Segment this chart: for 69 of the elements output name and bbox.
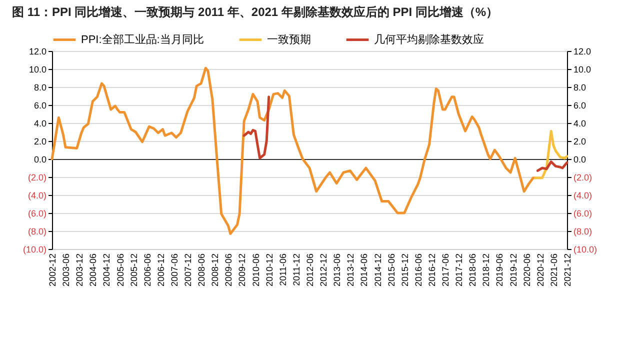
x-tick-label: 2016-06 — [413, 254, 424, 287]
x-tick-label: 2005-12 — [128, 254, 139, 287]
x-tick-label: 2017-12 — [454, 254, 464, 287]
x-tick-label: 2002-12 — [48, 254, 58, 287]
x-tick-label: 2006-06 — [142, 254, 152, 287]
y2-tick-label: (8.0) — [574, 226, 592, 236]
line-series — [50, 66, 537, 235]
x-tick-label: 2011-06 — [278, 254, 288, 286]
y2-tick-label: (6.0) — [574, 208, 592, 218]
y2-tick-label: (4.0) — [574, 190, 592, 200]
y-tick-label: 0.0 — [34, 154, 46, 164]
x-tick-label: 2005-06 — [115, 254, 126, 287]
legend-label: 几何平均剔除基数效应 — [374, 32, 484, 46]
x-tick-label: 2008-12 — [210, 254, 220, 287]
x-tick-label: 2015-06 — [386, 254, 396, 287]
y-tick-label: 2.0 — [34, 136, 46, 146]
x-tick-label: 2020-12 — [535, 254, 546, 287]
y-tick-label: 10.0 — [28, 64, 46, 74]
x-tick-label: 2009-12 — [237, 254, 248, 287]
y2-tick-label: 8.0 — [574, 82, 586, 92]
y-tick-label: (6.0) — [28, 208, 46, 218]
x-tick-label: 2003-06 — [61, 254, 72, 287]
x-tick-label: 2020-06 — [522, 254, 532, 287]
x-tick-label: 2004-06 — [88, 254, 98, 287]
y-tick-label: (2.0) — [28, 172, 46, 182]
x-tick-label: 2013-12 — [346, 254, 356, 287]
x-tick-label: 2021-06 — [548, 254, 559, 287]
x-tick-label: 2021-12 — [562, 254, 572, 287]
y2-tick-label: 4.0 — [574, 118, 586, 128]
y-tick-label: (10.0) — [22, 244, 46, 254]
x-tick-label: 2018-06 — [468, 254, 478, 287]
x-tick-label: 2012-06 — [305, 254, 315, 287]
y2-tick-label: 12.0 — [574, 46, 592, 56]
legend-label: PPI:全部工业品:当月同比 — [81, 32, 204, 46]
x-tick-label: 2004-12 — [102, 254, 112, 287]
x-tick-label: 2013-06 — [332, 254, 342, 287]
y2-tick-label: (2.0) — [574, 172, 592, 182]
line-series — [534, 130, 568, 180]
x-tick-label: 2016-12 — [426, 254, 437, 287]
chart-title: 图 11：PPI 同比增速、一致预期与 2011 年、2021 年剔除基数效应后的 PPI 同比增速（%） — [12, 5, 498, 19]
x-tick-label: 2003-12 — [74, 254, 85, 287]
x-tick-label: 2008-06 — [196, 254, 207, 287]
x-tick-label: 2019-06 — [494, 254, 505, 287]
y-tick-label: 12.0 — [28, 46, 46, 56]
y2-tick-label: 10.0 — [574, 64, 592, 74]
y-tick-label: 6.0 — [34, 100, 46, 110]
x-tick-label: 2014-12 — [372, 254, 383, 287]
y2-tick-label: 0.0 — [574, 154, 586, 164]
y2-tick-label: 2.0 — [574, 136, 586, 146]
x-tick-label: 2006-12 — [156, 254, 166, 287]
x-tick-label: 2010-12 — [264, 254, 274, 287]
x-tick-label: 2014-06 — [359, 254, 370, 287]
x-tick-label: 2009-06 — [224, 254, 234, 287]
y2-tick-label: 6.0 — [574, 100, 586, 110]
x-tick-label: 2018-12 — [481, 254, 492, 287]
y-tick-label: 8.0 — [34, 82, 46, 92]
legend-label: 一致预期 — [267, 34, 311, 46]
y-tick-label: 4.0 — [34, 118, 46, 128]
y-tick-label: (4.0) — [28, 190, 46, 200]
x-tick-label: 2015-12 — [400, 254, 410, 287]
x-tick-label: 2007-12 — [183, 254, 194, 287]
x-tick-label: 2019-12 — [508, 254, 518, 287]
y2-tick-label: (10.0) — [574, 244, 598, 254]
x-tick-label: 2007-06 — [169, 254, 180, 287]
x-tick-label: 2011-12 — [291, 254, 302, 286]
x-tick-label: 2012-12 — [318, 254, 329, 287]
x-tick-label: 2017-06 — [440, 254, 451, 287]
y-tick-label: (8.0) — [28, 226, 46, 236]
x-tick-label: 2010-06 — [250, 254, 261, 287]
